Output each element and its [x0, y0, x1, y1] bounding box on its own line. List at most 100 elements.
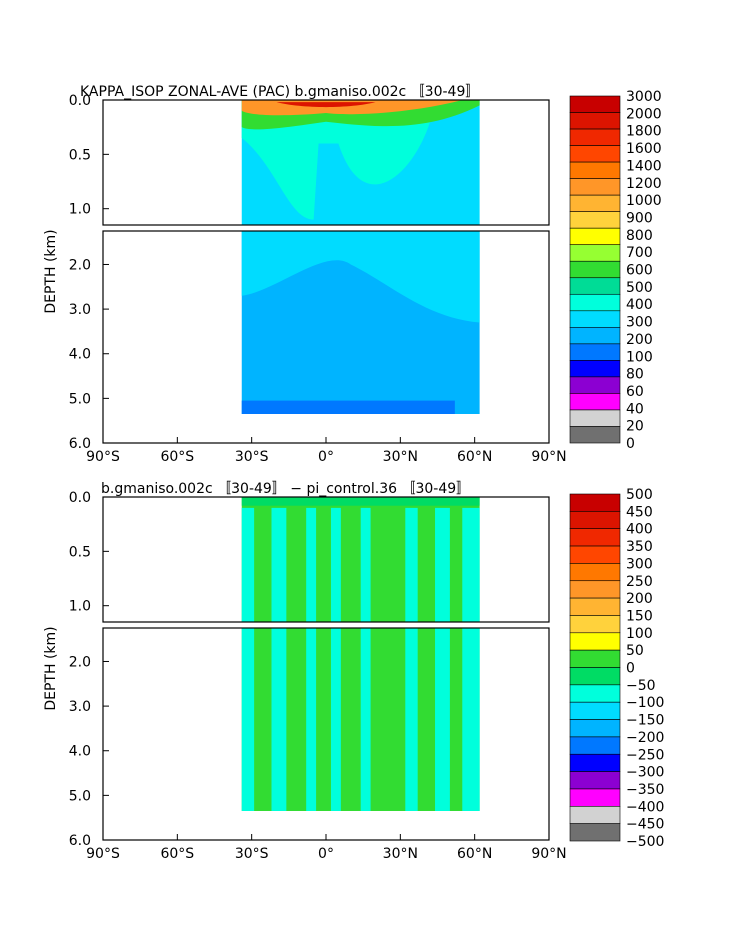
colorbar-swatch: [569, 360, 621, 378]
upper-band: [241, 110, 431, 220]
colorbar-label: −450: [626, 817, 664, 833]
x-tick-label: 90°S: [86, 846, 120, 862]
x-tick-label: 30°N: [383, 449, 418, 465]
mid-fill: [241, 231, 480, 323]
colorbar-label: 200: [626, 591, 653, 607]
colorbar-label: −350: [626, 782, 664, 798]
colorbar-swatch: [569, 736, 621, 755]
x-tick-label: 0°: [318, 449, 334, 465]
colorbar-swatch: [569, 178, 621, 196]
colorbar-swatch: [569, 701, 621, 720]
colorbar-label: 500: [626, 487, 653, 503]
colorbar-label: 40: [626, 401, 644, 417]
colorbar-label: −50: [626, 678, 656, 694]
panel-2: b.gmaniso.002c 〚30-49〛 − pi_control.36 〚…: [43, 481, 664, 862]
y-tick-label: 3.0: [69, 699, 91, 715]
colorbar-swatch: [569, 823, 621, 842]
colorbar-label: 250: [626, 574, 653, 590]
colorbar-label: 1600: [626, 141, 662, 157]
y-tick-label: 6.0: [69, 833, 91, 849]
colorbar-label: −500: [626, 834, 664, 850]
colorbar-label: 50: [626, 643, 644, 659]
colorbar-swatch: [569, 112, 621, 130]
negative-band: [330, 507, 341, 622]
surface-band: [241, 497, 480, 506]
colorbar-label: 300: [626, 315, 653, 331]
colorbar-swatch: [569, 194, 621, 212]
colorbar-swatch: [569, 128, 621, 146]
x-tick-label: 0°: [318, 846, 334, 862]
colorbar-swatch: [569, 293, 621, 312]
negative-band: [271, 507, 287, 622]
colorbar-swatch: [569, 227, 621, 246]
colorbar-label: 200: [626, 332, 653, 348]
y-tick-label: 1.0: [69, 599, 91, 615]
colorbar-label: 80: [626, 367, 644, 383]
colorbar-swatch: [569, 145, 621, 163]
colorbar-swatch: [569, 393, 621, 411]
y-axis-label: DEPTH (km): [43, 626, 59, 710]
colorbar-label: 20: [626, 419, 644, 435]
y-tick-label: 0.0: [69, 490, 91, 506]
colorbar-label: 3000: [626, 89, 662, 105]
colorbar-swatch: [569, 493, 621, 512]
upper-frame: [102, 99, 550, 226]
colorbar-label: 800: [626, 228, 653, 244]
colorbar-label: −300: [626, 765, 664, 781]
x-tick-label: 90°N: [531, 846, 566, 862]
colorbar-swatch: [569, 511, 621, 530]
negative-band: [241, 628, 255, 811]
colorbar-swatch: [569, 310, 621, 328]
y-tick-label: 4.0: [69, 744, 91, 760]
chart-title: b.gmaniso.002c 〚30-49〛 − pi_control.36 〚…: [101, 481, 470, 497]
colorbar-swatch: [569, 771, 621, 790]
y-tick-label: 1.0: [69, 202, 91, 218]
colorbar-swatch: [569, 95, 621, 113]
colorbar-label: 60: [626, 384, 644, 400]
negative-band: [330, 628, 341, 811]
y-tick-label: 4.0: [69, 347, 91, 363]
colorbar-swatch: [569, 161, 621, 179]
x-tick-label: 90°S: [86, 449, 120, 465]
colorbar-label: 100: [626, 626, 653, 642]
colorbar-label: 0: [626, 436, 635, 452]
negative-band: [435, 507, 450, 622]
colorbar-swatch: [569, 409, 621, 427]
upper-frame: [102, 496, 550, 623]
x-tick-label: 30°S: [235, 449, 269, 465]
negative-band: [271, 628, 287, 811]
x-tick-label: 60°S: [160, 449, 194, 465]
colorbar-swatch: [569, 376, 621, 394]
colorbar-label: 0: [626, 661, 635, 677]
colorbar-label: 400: [626, 522, 653, 538]
colorbar-swatch: [569, 667, 621, 686]
y-tick-label: 0.5: [69, 147, 91, 163]
colorbar-label: −200: [626, 730, 664, 746]
negative-band: [405, 628, 418, 811]
colorbar-label: 500: [626, 280, 653, 296]
colorbar-swatch: [569, 244, 621, 262]
contour-field: [241, 497, 480, 811]
x-tick-label: 30°N: [383, 846, 418, 862]
colorbar-label: 100: [626, 349, 653, 365]
colorbar-label: 600: [626, 263, 653, 279]
colorbar-label: −400: [626, 799, 664, 815]
x-tick-label: 90°N: [531, 449, 566, 465]
y-tick-label: 3.0: [69, 302, 91, 318]
colorbar-label: 150: [626, 608, 653, 624]
negative-band: [241, 507, 255, 622]
negative-band: [360, 628, 371, 811]
colorbar-swatch: [569, 563, 621, 582]
colorbar-swatch: [569, 343, 621, 361]
colorbar-swatch: [569, 277, 621, 295]
negative-band: [306, 507, 317, 622]
colorbar-swatch: [569, 805, 621, 824]
colorbar-swatch: [569, 545, 621, 564]
y-axis-label: DEPTH (km): [43, 229, 59, 313]
colorbar-swatch: [569, 684, 621, 703]
colorbar-label: −100: [626, 695, 664, 711]
negative-band: [306, 628, 317, 811]
colorbar-label: 1000: [626, 193, 662, 209]
y-tick-label: 5.0: [69, 391, 91, 407]
